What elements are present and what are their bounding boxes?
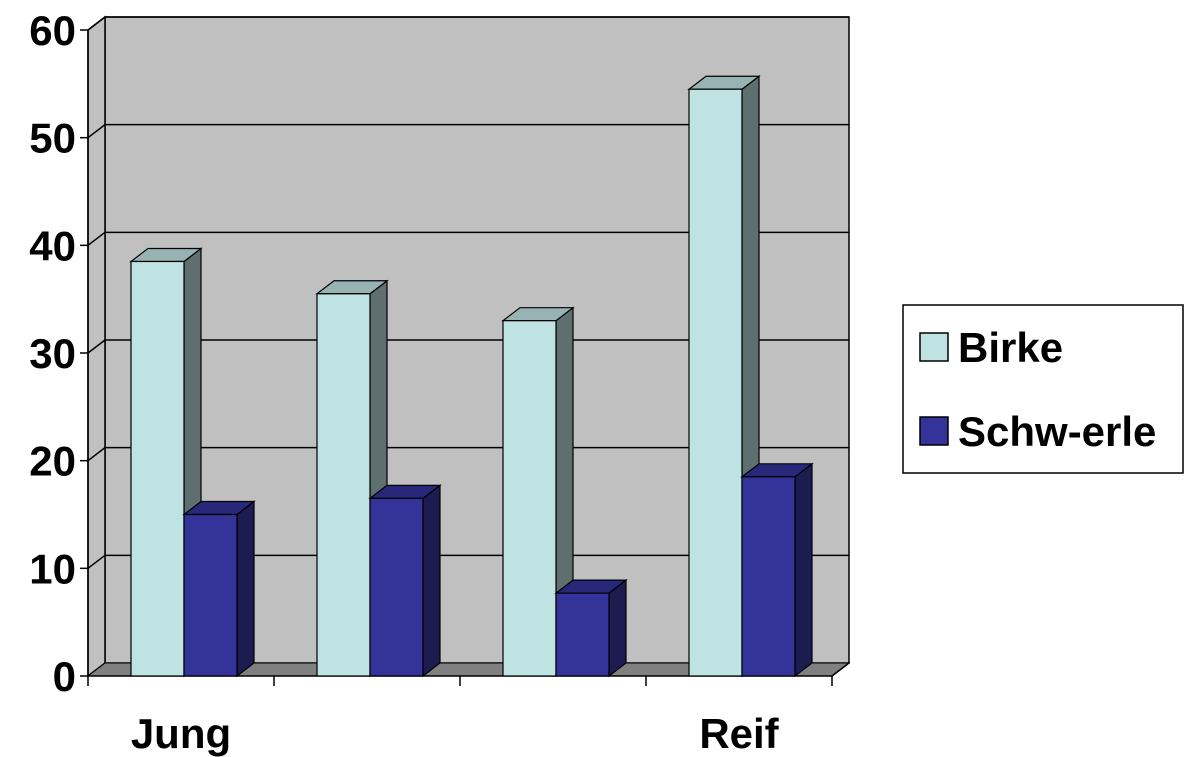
y-tick-label: 30	[29, 330, 76, 377]
y-tick-label: 60	[29, 7, 76, 54]
bar-schw-erle	[182, 500, 256, 678]
bar-front	[502, 320, 557, 677]
gridline	[87, 339, 849, 354]
bar-schw-erle	[740, 462, 814, 678]
bar-side	[422, 484, 441, 678]
bar-schw-erle	[554, 578, 628, 678]
x-category-label: Reif	[699, 710, 779, 757]
y-tick-label: 20	[29, 438, 76, 485]
bar-birke	[315, 279, 389, 678]
bar-front	[688, 88, 743, 677]
gridline	[87, 446, 849, 462]
bar-side	[608, 578, 627, 678]
bar-side	[794, 462, 813, 678]
bar-side	[236, 500, 255, 678]
y-tick-label: 0	[53, 653, 76, 700]
legend: Birke Schw-erle	[902, 304, 1184, 474]
bar-front	[183, 513, 238, 677]
bar-birke	[501, 306, 575, 678]
legend-label: Birke	[958, 324, 1063, 371]
bar-front	[741, 476, 796, 677]
y-tick-label: 50	[29, 115, 76, 162]
legend-label: Schw-erle	[958, 408, 1156, 455]
bar-front	[555, 592, 610, 677]
bar-front	[130, 260, 185, 677]
x-axis-depth	[831, 662, 850, 677]
legend-box	[902, 304, 1184, 474]
gridline	[87, 16, 849, 31]
y-tick-label: 10	[29, 545, 76, 592]
axis-labels: 0 10 20 30 40 50 60 Jung Reif	[29, 7, 779, 757]
x-category-label: Jung	[131, 710, 231, 757]
bar-front	[316, 293, 371, 677]
gridline	[87, 123, 849, 139]
bars	[129, 75, 814, 678]
bar-front	[369, 497, 424, 677]
legend-swatch	[919, 332, 949, 362]
gridline	[87, 231, 849, 246]
y-tick-label: 40	[29, 222, 76, 269]
legend-swatch	[919, 416, 949, 446]
bar-schw-erle	[368, 484, 442, 678]
gridlines	[87, 16, 849, 569]
gridline	[87, 554, 849, 569]
